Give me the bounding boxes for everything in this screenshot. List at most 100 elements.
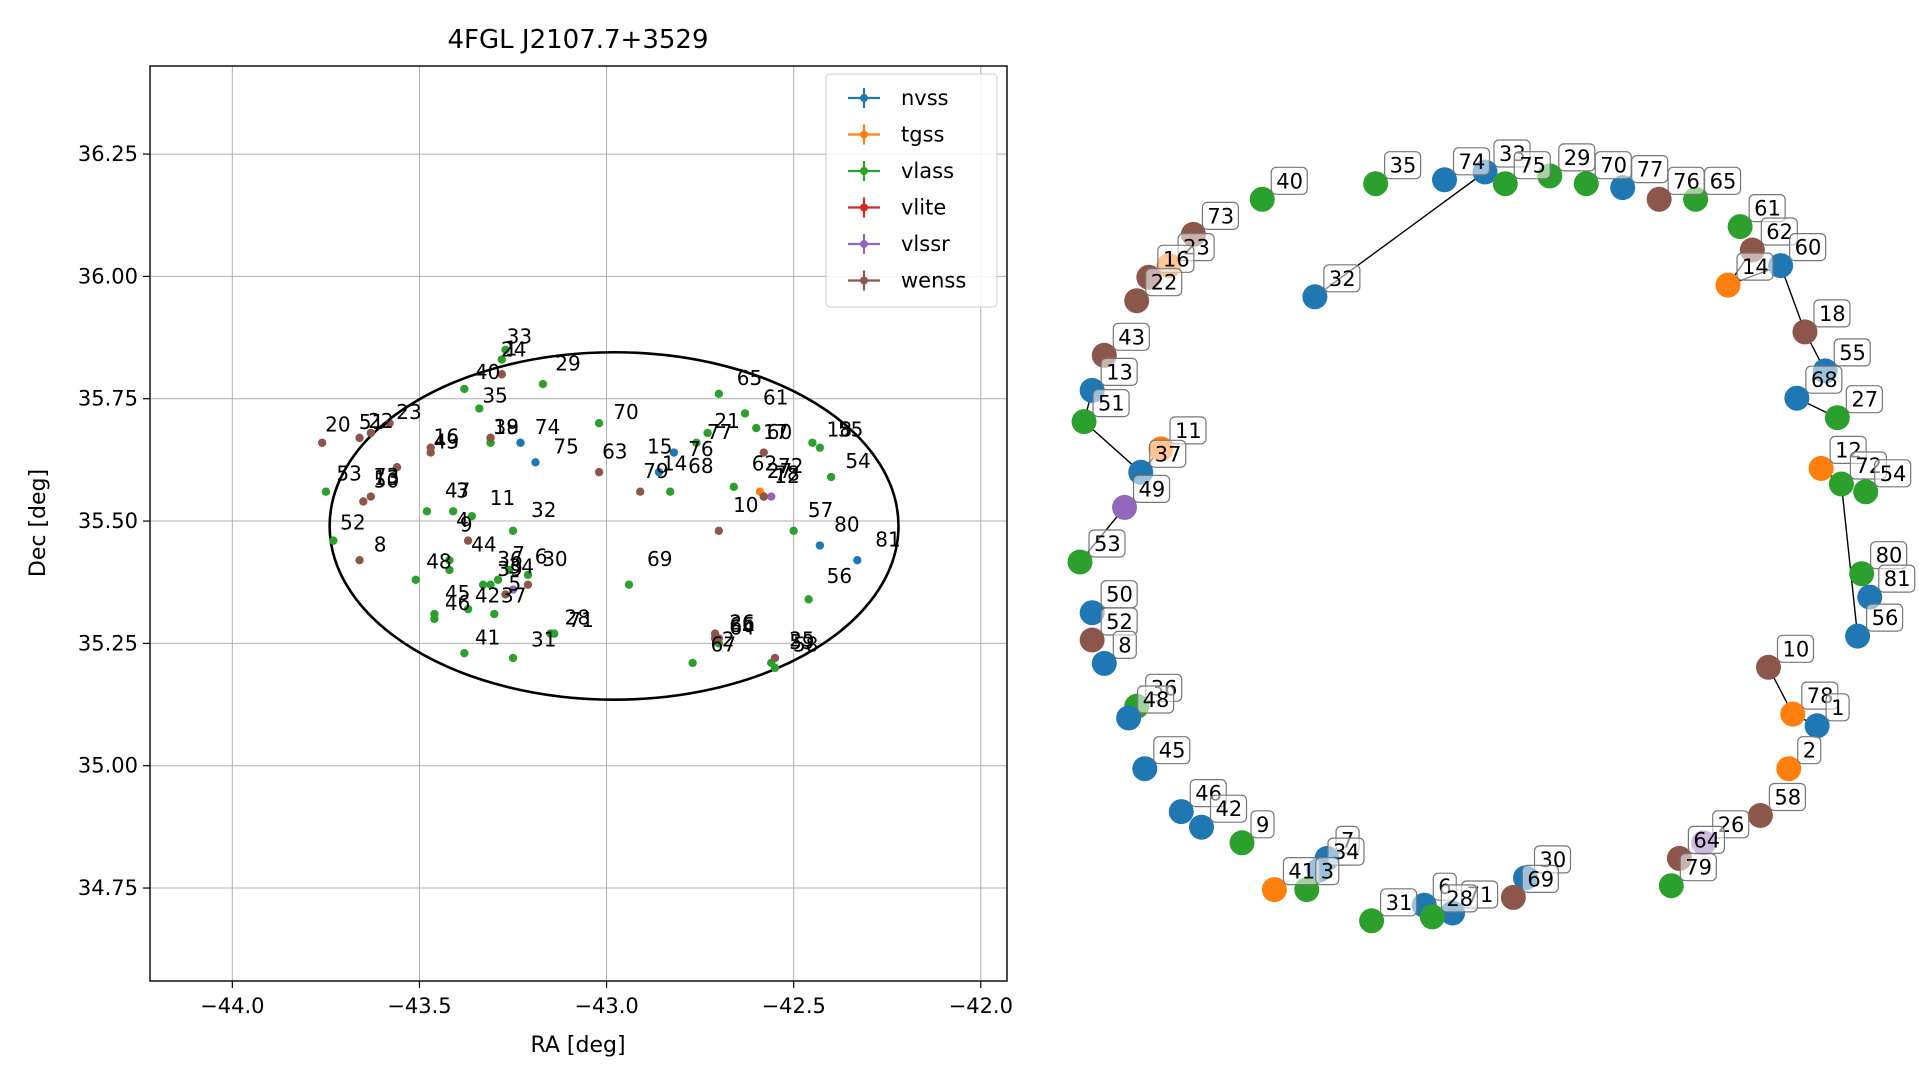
point-vlass xyxy=(665,487,675,496)
node-label: 40 xyxy=(1276,169,1303,193)
network-node-nvss xyxy=(1845,623,1871,649)
point-vlass xyxy=(430,614,439,624)
point-vlass xyxy=(460,648,469,658)
y-tick-label: 36.00 xyxy=(78,264,138,288)
network-node-nvss xyxy=(1610,175,1636,201)
network-node-vlass xyxy=(1229,830,1255,856)
point-wenss xyxy=(501,590,510,599)
x-axis-label: RA [deg] xyxy=(530,1033,625,1058)
node-label-box xyxy=(1100,357,1138,386)
node-label-box xyxy=(1736,252,1774,281)
point-vlass xyxy=(463,604,473,614)
node-label: 22 xyxy=(1151,271,1178,295)
node-label-box xyxy=(1768,782,1807,812)
network-node-nvss xyxy=(1168,799,1194,825)
point-vlass xyxy=(508,526,518,536)
node-label-box xyxy=(1679,853,1717,882)
point-label: 13 xyxy=(374,466,399,490)
point-label: 14 xyxy=(662,452,687,476)
node-label: 50 xyxy=(1106,583,1133,607)
y-ticks: 34.75 35.00 35.25 35.50 35.75 36.00 36.25 xyxy=(78,142,150,900)
node-label-box xyxy=(1250,810,1275,839)
y-tick-label: 36.25 xyxy=(78,142,138,166)
point-label: 75 xyxy=(553,434,578,458)
point-vlass xyxy=(497,355,506,364)
point-label: 60 xyxy=(767,420,792,444)
node-label-box xyxy=(1845,385,1883,414)
node-label: 14 xyxy=(1742,255,1769,279)
point-vlass xyxy=(703,428,712,438)
point-label: 38 xyxy=(494,415,519,439)
node-label-box xyxy=(1813,299,1851,328)
legend-label: wenss xyxy=(901,269,966,293)
legend-marker xyxy=(860,167,868,175)
node-label: 52 xyxy=(1106,610,1133,634)
node-label: 1 xyxy=(1831,696,1844,720)
node-label-box xyxy=(1270,166,1308,195)
point-label: 31 xyxy=(531,628,556,652)
point-nvss xyxy=(531,458,540,467)
point-label: 24 xyxy=(501,338,526,362)
node-label: 18 xyxy=(1819,302,1846,326)
point-label: 4 xyxy=(456,508,469,532)
node-label-box xyxy=(1440,884,1478,913)
node-label: 27 xyxy=(1851,388,1878,412)
point-vlass xyxy=(752,423,761,433)
node-label-box xyxy=(1315,856,1340,886)
network-edge xyxy=(1083,421,1142,473)
node-label-box xyxy=(1112,322,1150,351)
x-tick-label: −44.0 xyxy=(200,994,264,1018)
node-label: 42 xyxy=(1216,797,1243,821)
point-vlass xyxy=(490,609,499,619)
point-label: 17 xyxy=(763,420,788,444)
node-label: 48 xyxy=(1143,688,1170,712)
legend-marker xyxy=(860,94,868,102)
node-label: 79 xyxy=(1685,856,1712,880)
point-label: 54 xyxy=(845,449,870,473)
legend-label: vlssr xyxy=(901,232,950,256)
point-label: 64 xyxy=(729,615,754,639)
network-node-vlass xyxy=(1658,873,1684,899)
node-label-box xyxy=(1209,794,1248,823)
point-label: 40 xyxy=(475,360,500,384)
y-axis-label: Dec [deg] xyxy=(26,469,51,577)
point-vlass xyxy=(329,536,338,545)
node-label-box xyxy=(1874,459,1912,488)
point-vlass xyxy=(460,384,469,394)
point-vlssr xyxy=(767,492,776,501)
network-edge xyxy=(1840,483,1859,637)
point-vlass xyxy=(714,389,724,399)
point-label: 48 xyxy=(426,549,451,573)
node-label-box xyxy=(1631,155,1669,184)
legend: nvss tgss vlass vlite vlssr wenss xyxy=(825,73,998,308)
node-label: 45 xyxy=(1159,739,1186,763)
network-node-wenss xyxy=(1500,884,1526,910)
point-label: 70 xyxy=(613,400,638,424)
node-label-box xyxy=(1169,416,1207,445)
point-label: 20 xyxy=(325,412,350,436)
point-label: 2 xyxy=(722,628,735,652)
node-label-box xyxy=(1833,338,1871,367)
point-nvss xyxy=(669,448,679,457)
point-wenss xyxy=(366,428,375,438)
node-label: 61 xyxy=(1754,197,1781,221)
node-label: 35 xyxy=(1390,154,1417,178)
point-label: 5 xyxy=(509,571,522,595)
point-label: 18 xyxy=(827,417,852,441)
point-wenss xyxy=(523,580,533,589)
node-label-box xyxy=(1145,268,1183,297)
network-node-nvss xyxy=(1302,284,1328,310)
network-node-wenss xyxy=(1756,654,1781,680)
point-vlass xyxy=(826,472,836,482)
point-label: 80 xyxy=(834,513,859,537)
point-label: 57 xyxy=(808,498,833,522)
node-label: 56 xyxy=(1872,606,1899,630)
network-node-vlass xyxy=(1824,405,1850,431)
x-tick-label: −43.0 xyxy=(574,994,638,1018)
network-node-vlass xyxy=(1727,214,1753,240)
point-vlass xyxy=(740,409,750,418)
point-label: 72 xyxy=(778,454,803,478)
point-label: 7 xyxy=(512,542,525,566)
point-vlass xyxy=(501,345,510,354)
